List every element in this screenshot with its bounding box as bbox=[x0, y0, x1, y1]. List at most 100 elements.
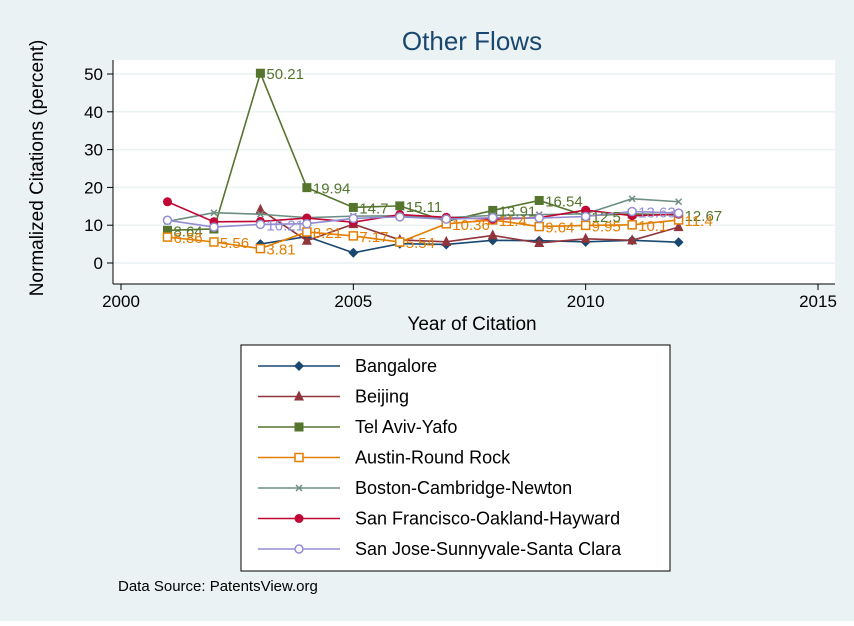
data-point bbox=[441, 214, 452, 224]
x-tick-label: 2000 bbox=[102, 292, 140, 311]
legend-entry: Austin-Round Rock bbox=[258, 448, 511, 468]
data-point bbox=[487, 229, 498, 240]
series-layer bbox=[162, 68, 684, 258]
data-point bbox=[395, 237, 405, 247]
data-point bbox=[301, 234, 312, 245]
series-line bbox=[259, 209, 679, 244]
chart-title: Other Flows bbox=[402, 26, 542, 56]
data-point bbox=[534, 236, 545, 247]
data-point bbox=[488, 205, 498, 215]
data-point bbox=[295, 484, 303, 492]
y-tick-label: 10 bbox=[84, 216, 103, 235]
data-point bbox=[348, 202, 358, 212]
data-label: 5.56 bbox=[220, 235, 249, 252]
x-axis-label: Year of Citation bbox=[407, 314, 536, 335]
data-point bbox=[294, 544, 304, 554]
data-point bbox=[209, 237, 219, 247]
plot-region bbox=[113, 60, 835, 284]
data-point bbox=[209, 222, 219, 232]
legend-entry: Bangalore bbox=[258, 356, 437, 376]
data-label: 19.94 bbox=[313, 181, 351, 198]
x-marker-stroke bbox=[256, 210, 264, 218]
data-point bbox=[627, 220, 637, 230]
legend-label: Beijing bbox=[355, 387, 409, 407]
series-line bbox=[167, 219, 679, 250]
legend-label: Austin-Round Rock bbox=[355, 448, 511, 468]
data-point bbox=[627, 206, 637, 217]
data-point bbox=[162, 215, 173, 226]
data-label: 12.5 bbox=[592, 209, 621, 226]
data-label: 10.1 bbox=[638, 218, 667, 235]
data-label: 8.64 bbox=[173, 223, 202, 240]
data-point bbox=[487, 212, 498, 223]
legend: Bangalore Beijing Tel Aviv-Yafo Austin-Roun… bbox=[258, 356, 622, 559]
series-line bbox=[260, 235, 679, 254]
data-label: 9.95 bbox=[592, 218, 621, 235]
data-label: 14.7 bbox=[359, 200, 388, 217]
data-point bbox=[162, 225, 172, 235]
data-label: 15.11 bbox=[406, 199, 442, 216]
data-point bbox=[210, 209, 218, 217]
data-point bbox=[255, 243, 266, 254]
data-point bbox=[294, 361, 304, 371]
data-point bbox=[580, 211, 591, 222]
y-tick-label: 0 bbox=[94, 254, 103, 273]
legend-label: San Francisco-Oakland-Hayward bbox=[355, 509, 620, 529]
data-label: 10.36 bbox=[452, 217, 490, 234]
data-point bbox=[302, 218, 312, 229]
data-point bbox=[162, 232, 173, 242]
data-label: 11.4 bbox=[685, 213, 713, 230]
data-point bbox=[580, 232, 591, 243]
x-tick-label: 2010 bbox=[567, 292, 605, 311]
data-point bbox=[162, 197, 172, 207]
data-point bbox=[675, 198, 683, 206]
data-point bbox=[395, 201, 405, 211]
x-tick-label: 2005 bbox=[334, 292, 372, 311]
x-marker-stroke bbox=[295, 484, 303, 492]
data-label: 13.91 bbox=[499, 203, 537, 220]
x-tick-label: 2015 bbox=[799, 292, 837, 311]
data-label: 12.67 bbox=[685, 208, 723, 225]
legend-entry: San Francisco-Oakland-Hayward bbox=[258, 509, 620, 529]
series-line bbox=[167, 201, 679, 223]
data-point bbox=[255, 68, 265, 78]
axes: 0 10 20 30 40 50 2000 2005 2010 2015 bbox=[84, 60, 837, 311]
legend-entry: San Jose-Sunnyvale-Santa Clara bbox=[258, 539, 622, 559]
x-marker-stroke bbox=[210, 209, 218, 217]
y-tick-label: 20 bbox=[84, 178, 103, 197]
x-marker-stroke bbox=[628, 195, 636, 203]
data-point bbox=[302, 227, 312, 237]
data-label: 3.81 bbox=[266, 242, 295, 259]
y-axis-label: Normalized Citations (percent) bbox=[27, 40, 48, 297]
data-point bbox=[627, 234, 638, 245]
legend-entry: Tel Aviv-Yafo bbox=[258, 417, 457, 437]
data-label: 13.63 bbox=[638, 204, 676, 221]
legend-entry: Boston-Cambridge-Newton bbox=[258, 478, 572, 498]
data-point bbox=[580, 220, 591, 231]
source-note: Data Source: PatentsView.org bbox=[118, 578, 318, 595]
series-line bbox=[167, 210, 679, 228]
data-label: 5.54 bbox=[406, 235, 435, 252]
y-tick-label: 40 bbox=[84, 103, 103, 122]
data-point bbox=[294, 422, 304, 432]
data-point bbox=[294, 452, 304, 463]
data-point bbox=[673, 221, 684, 232]
data-point bbox=[534, 213, 544, 223]
legend-label: Tel Aviv-Yafo bbox=[355, 417, 457, 437]
legend-label: San Jose-Sunnyvale-Santa Clara bbox=[355, 539, 622, 559]
data-point bbox=[441, 235, 452, 246]
data-label: 8.21 bbox=[313, 225, 342, 242]
data-label: 11.4 bbox=[499, 213, 527, 230]
data-point bbox=[534, 221, 544, 232]
data-point bbox=[302, 183, 312, 193]
data-point bbox=[395, 212, 405, 222]
y-tick-label: 50 bbox=[84, 65, 103, 84]
data-point bbox=[294, 514, 304, 523]
legend-entry: Beijing bbox=[258, 387, 409, 407]
legend-label: Boston-Cambridge-Newton bbox=[355, 478, 572, 498]
legend-label: Bangalore bbox=[355, 356, 437, 376]
data-label: 10.21 bbox=[266, 217, 304, 234]
y-tick-label: 30 bbox=[84, 141, 103, 160]
data-point bbox=[255, 219, 266, 230]
